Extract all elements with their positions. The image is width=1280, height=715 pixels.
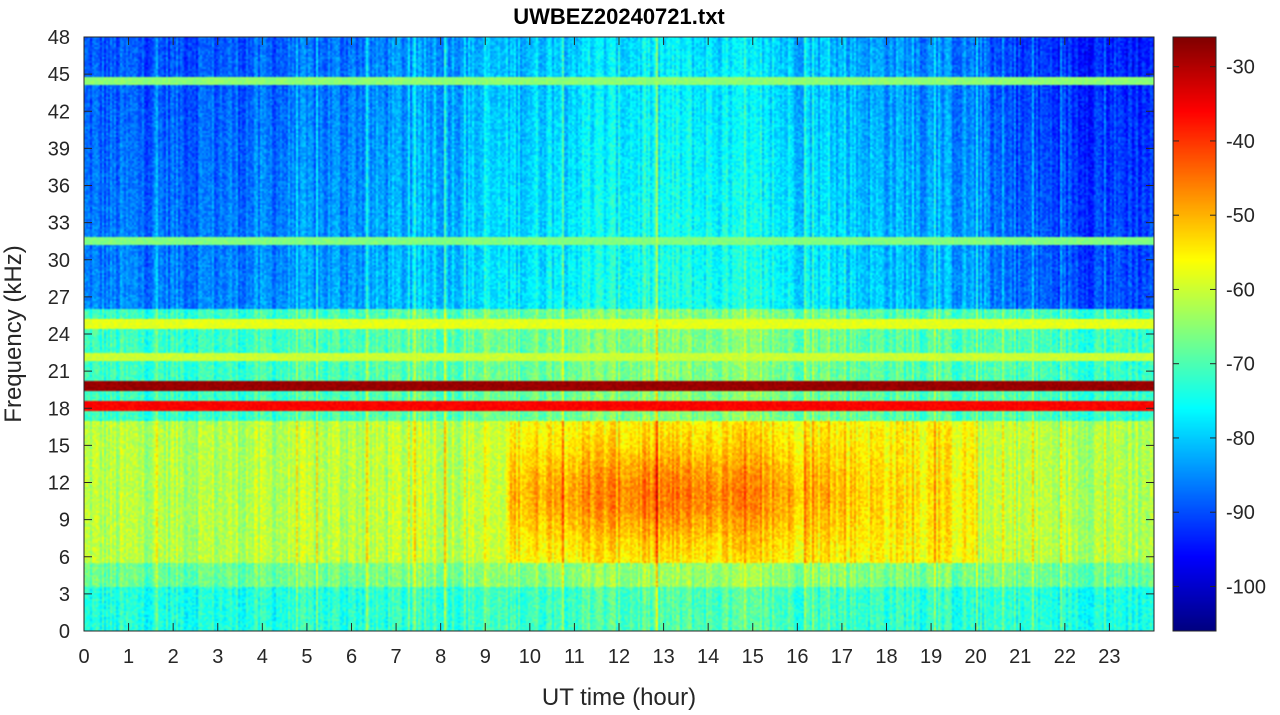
y-tick-label: 9 [59, 510, 70, 532]
chart-title: UWBEZ20240721.txt [513, 4, 725, 29]
x-tick-label: 12 [608, 646, 630, 668]
y-tick-label: 21 [48, 361, 70, 383]
y-tick-label: 36 [48, 176, 70, 198]
y-tick-label: 27 [48, 287, 70, 309]
y-tick-label: 12 [48, 473, 70, 495]
y-tick-label: 48 [48, 27, 70, 49]
colorbar-tick-label: -80 [1226, 428, 1255, 450]
x-axis-ticks: 0 1 2 3 4 5 6 7 8 9 10 11 12 13 14 15 16 17 18 19 20 21 22 23 [78, 37, 1121, 668]
colorbar-tick-label: -30 [1226, 57, 1255, 79]
x-tick-label: 10 [519, 646, 541, 668]
y-tick-label: 33 [48, 213, 70, 235]
y-tick-label: 18 [48, 398, 70, 420]
colorbar-tick-label: -70 [1226, 354, 1255, 376]
plot-area [84, 37, 1154, 631]
x-tick-label: 3 [212, 646, 223, 668]
x-tick-label: 9 [480, 646, 491, 668]
x-tick-label: 18 [875, 646, 897, 668]
x-tick-label: 6 [346, 646, 357, 668]
colorbar-tick-label: -40 [1226, 131, 1255, 153]
y-axis-label: Frequency (kHz) [0, 245, 27, 422]
y-tick-label: 6 [59, 547, 70, 569]
colorbar-frame [1172, 36, 1217, 632]
x-tick-label: 5 [301, 646, 312, 668]
x-tick-label: 15 [742, 646, 764, 668]
x-tick-label: 4 [257, 646, 268, 668]
colorbar [1173, 37, 1216, 631]
y-tick-label: 39 [48, 138, 70, 160]
colorbar-tick-label: -90 [1226, 502, 1255, 524]
plot-frame [83, 36, 1155, 632]
x-axis-label: UT time (hour) [542, 684, 696, 711]
x-tick-label: 2 [168, 646, 179, 668]
spectrogram-heatmap [84, 37, 1154, 631]
y-tick-label: 15 [48, 435, 70, 457]
x-tick-label: 21 [1009, 646, 1031, 668]
colorbar-tick-label: -60 [1226, 279, 1255, 301]
y-tick-label: 0 [59, 621, 70, 643]
y-tick-label: 42 [48, 101, 70, 123]
x-tick-label: 11 [564, 646, 585, 668]
x-tick-label: 14 [697, 646, 719, 668]
colorbar-tick-label: -100 [1226, 576, 1266, 598]
y-tick-label: 30 [48, 250, 70, 272]
x-tick-label: 7 [391, 646, 402, 668]
x-tick-label: 1 [123, 646, 134, 668]
colorbar-ticks: -30 -40 -50 -60 -70 -80 -90 -100 [1173, 57, 1266, 598]
x-tick-label: 17 [831, 646, 853, 668]
y-tick-label: 45 [48, 64, 70, 86]
colorbar-tick-label: -50 [1226, 205, 1255, 227]
x-tick-label: 0 [78, 646, 89, 668]
x-tick-label: 13 [652, 646, 674, 668]
x-tick-label: 8 [435, 646, 446, 668]
x-tick-label: 23 [1098, 646, 1120, 668]
x-tick-label: 22 [1054, 646, 1076, 668]
x-tick-label: 20 [965, 646, 987, 668]
y-tick-label: 24 [48, 324, 70, 346]
x-tick-label: 16 [786, 646, 808, 668]
colorbar-gradient [1173, 37, 1216, 631]
x-tick-label: 19 [920, 646, 942, 668]
y-tick-label: 3 [59, 584, 70, 606]
